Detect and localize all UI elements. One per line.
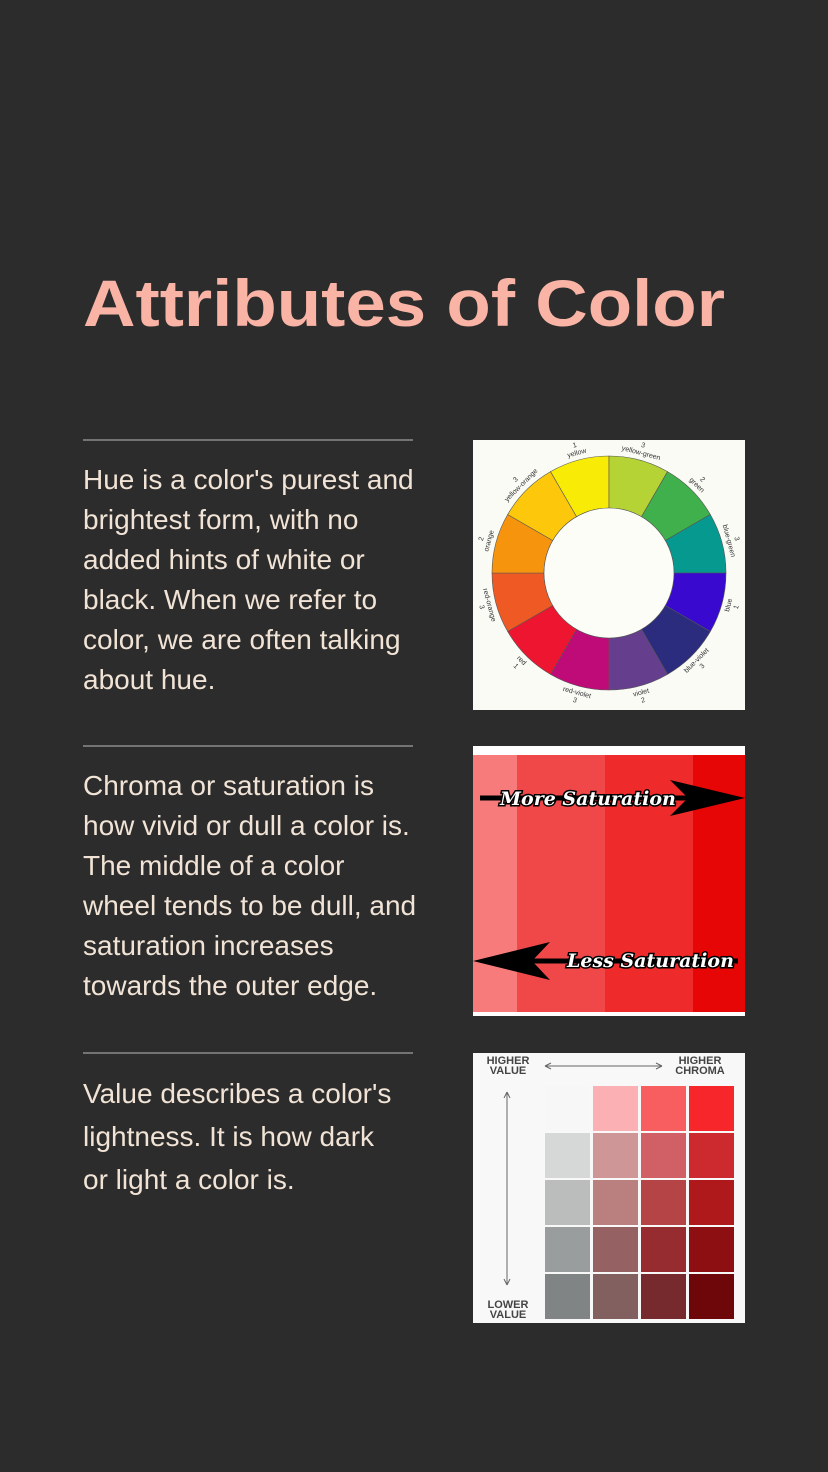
wheel-number: 1 bbox=[733, 604, 741, 610]
title: Attributes of Color bbox=[83, 266, 725, 340]
value-swatch bbox=[593, 1133, 638, 1178]
wheel-number: 1 bbox=[512, 663, 520, 671]
value-swatch bbox=[593, 1086, 638, 1131]
higher-chroma: HIGHER bbox=[679, 1055, 722, 1067]
value-swatch bbox=[545, 1180, 590, 1225]
value-swatch bbox=[641, 1274, 686, 1319]
value-swatch bbox=[545, 1086, 590, 1131]
wheel-number: 3 bbox=[477, 604, 485, 610]
body-text: Value describes a color's bbox=[83, 1078, 391, 1109]
higher-chroma: CHROMA bbox=[675, 1065, 725, 1077]
value-swatch bbox=[689, 1086, 734, 1131]
arrow-head bbox=[503, 1091, 511, 1286]
arrow-head bbox=[544, 1062, 663, 1070]
body-text: color, we are often talking bbox=[83, 624, 401, 655]
wheel-number: 1 bbox=[572, 442, 578, 450]
value-swatch bbox=[545, 1133, 590, 1178]
body-text: about hue. bbox=[83, 664, 215, 695]
value-swatch bbox=[641, 1086, 686, 1131]
more-saturation: More Saturation bbox=[499, 788, 676, 810]
less-saturation: Less Saturation bbox=[566, 950, 734, 972]
body-text: lightness. It is how dark bbox=[83, 1121, 375, 1152]
body-text: black. When we refer to bbox=[83, 584, 377, 615]
value-swatch bbox=[689, 1227, 734, 1272]
body-text: how vivid or dull a color is. bbox=[83, 810, 410, 841]
wheel-number: 3 bbox=[640, 442, 646, 450]
body-text: The middle of a color bbox=[83, 850, 344, 881]
wheel-number: 2 bbox=[640, 697, 646, 705]
value-swatch bbox=[593, 1180, 638, 1225]
value-swatch bbox=[641, 1227, 686, 1272]
arrow-head bbox=[670, 780, 745, 816]
value-image: HIGHER VALUE HIGHER CHROMA LOWER VALUE bbox=[473, 1053, 745, 1323]
higher-value: HIGHER bbox=[487, 1055, 530, 1067]
value-swatch bbox=[593, 1274, 638, 1319]
body-text: saturation increases bbox=[83, 930, 334, 961]
arrow-head bbox=[473, 942, 550, 980]
value-swatch bbox=[689, 1180, 734, 1225]
wheel-number: 2 bbox=[698, 476, 706, 484]
value-swatch bbox=[641, 1180, 686, 1225]
wheel-number: 2 bbox=[478, 536, 486, 542]
body-text: added hints of white or bbox=[83, 544, 365, 575]
wheel-label: violet bbox=[632, 688, 650, 699]
wheel-number: 3 bbox=[512, 476, 520, 484]
body-text: brightest form, with no bbox=[83, 504, 358, 535]
wheel-number: 3 bbox=[572, 697, 578, 705]
value-swatch bbox=[689, 1274, 734, 1319]
lower-value: VALUE bbox=[490, 1309, 526, 1321]
body-text: or light a color is. bbox=[83, 1164, 295, 1195]
value-swatch bbox=[545, 1274, 590, 1319]
value-swatch bbox=[689, 1133, 734, 1178]
higher-value: VALUE bbox=[490, 1065, 526, 1077]
wheel-label: blue bbox=[724, 598, 734, 613]
value-swatch bbox=[593, 1227, 638, 1272]
value-swatch bbox=[641, 1133, 686, 1178]
body-text: wheel tends to be dull, and bbox=[82, 890, 416, 921]
wheel-number: 3 bbox=[699, 663, 707, 671]
wheel-center bbox=[543, 507, 675, 639]
saturation-image: More Saturation Less Saturation bbox=[473, 746, 745, 1016]
body-text: Chroma or saturation is bbox=[83, 770, 374, 801]
wheel-number: 3 bbox=[732, 536, 740, 542]
body-text: Hue is a color's purest and bbox=[83, 464, 414, 495]
lower-value: LOWER bbox=[488, 1299, 529, 1311]
body-text: towards the outer edge. bbox=[83, 970, 377, 1001]
value-swatch bbox=[545, 1227, 590, 1272]
